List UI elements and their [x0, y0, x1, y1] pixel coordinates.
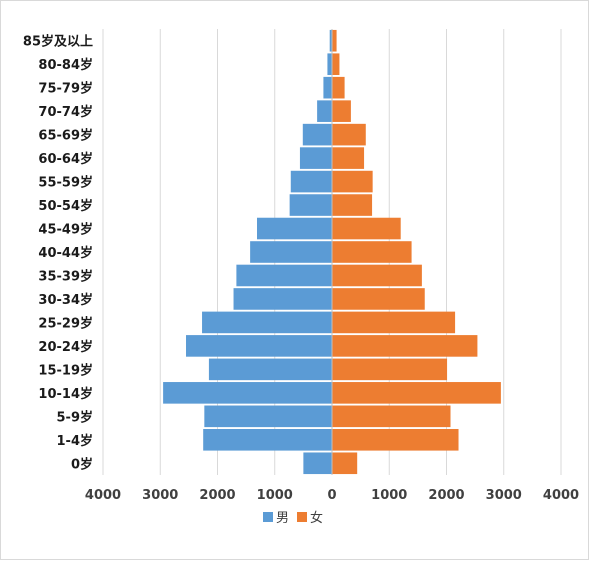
- bar-female: [332, 147, 365, 169]
- category-label: 80-84岁: [38, 57, 93, 73]
- category-label: 55-59岁: [38, 175, 93, 191]
- bar-female: [332, 311, 456, 334]
- legend[interactable]: 男女: [263, 510, 323, 526]
- category-label: 25-29岁: [38, 315, 93, 331]
- x-tick-label: 1000: [371, 488, 407, 503]
- bar-female: [332, 452, 358, 475]
- category-label: 60-64岁: [38, 151, 93, 167]
- x-tick-label: 1000: [257, 488, 293, 503]
- x-tick-label: 2000: [428, 488, 464, 503]
- bar-male: [329, 29, 332, 52]
- bar-female: [332, 100, 351, 122]
- bar-male: [303, 452, 332, 475]
- category-label: 1-4岁: [57, 433, 94, 449]
- bar-male: [289, 194, 332, 216]
- x-tick-label: 3000: [142, 488, 178, 503]
- bars: [163, 29, 501, 475]
- category-label: 75-79岁: [38, 81, 93, 97]
- bar-female: [332, 288, 425, 310]
- bar-female: [332, 29, 337, 52]
- x-tick-label: 0: [327, 488, 336, 503]
- x-tick-label: 3000: [486, 488, 522, 503]
- category-label: 35-39岁: [38, 268, 93, 284]
- bar-female: [332, 194, 373, 216]
- legend-female-swatch: [297, 512, 307, 522]
- bar-male: [236, 264, 332, 287]
- category-label: 30-34岁: [38, 292, 93, 308]
- bar-male: [323, 76, 332, 99]
- bar-male: [208, 358, 332, 381]
- bar-female: [332, 335, 478, 357]
- bar-male: [163, 382, 332, 404]
- x-tick-label: 2000: [199, 488, 235, 503]
- category-label: 10-14岁: [38, 386, 93, 402]
- bar-female: [332, 382, 501, 404]
- category-labels: 0岁 1-4岁 5-9岁 10-14岁 15-19岁 20-24岁 25-29岁 30-34岁…: [23, 34, 93, 473]
- bar-male: [186, 335, 332, 357]
- category-label: 50-54岁: [38, 198, 93, 214]
- bar-female: [332, 170, 373, 193]
- bar-female: [332, 217, 401, 240]
- bar-female: [332, 53, 340, 76]
- bar-male: [257, 217, 332, 240]
- bar-male: [327, 53, 332, 76]
- category-label: 0岁: [71, 456, 93, 472]
- x-tick-labels: 4000 3000 2000 1000 0 1000 2000 3000 4000: [85, 488, 579, 503]
- category-label: 70-74岁: [38, 104, 93, 120]
- bar-male: [203, 428, 332, 451]
- bar-male: [204, 405, 332, 428]
- bar-female: [332, 428, 459, 451]
- bar-male: [290, 170, 332, 193]
- bar-female: [332, 358, 448, 381]
- bar-female: [332, 241, 412, 263]
- bar-female: [332, 123, 366, 146]
- category-label: 40-44岁: [38, 245, 93, 261]
- category-label: 5-9岁: [57, 409, 94, 425]
- x-tick-label: 4000: [543, 488, 579, 503]
- bar-female: [332, 76, 345, 99]
- bar-male: [202, 311, 332, 334]
- bar-male: [317, 100, 332, 122]
- bar-male: [299, 147, 332, 169]
- bar-female: [332, 264, 422, 287]
- bar-male: [233, 288, 332, 310]
- category-label: 20-24岁: [38, 339, 93, 355]
- category-label: 65-69岁: [38, 128, 93, 144]
- category-label: 45-49岁: [38, 222, 93, 238]
- bar-male: [250, 241, 332, 263]
- bar-female: [332, 405, 451, 428]
- category-label: 15-19岁: [38, 362, 93, 378]
- x-tick-label: 4000: [85, 488, 121, 503]
- bar-male: [302, 123, 332, 146]
- legend-female-label[interactable]: 女: [310, 510, 323, 526]
- legend-male-swatch: [263, 512, 273, 522]
- legend-male-label[interactable]: 男: [276, 511, 289, 526]
- category-label: 85岁及以上: [23, 34, 93, 50]
